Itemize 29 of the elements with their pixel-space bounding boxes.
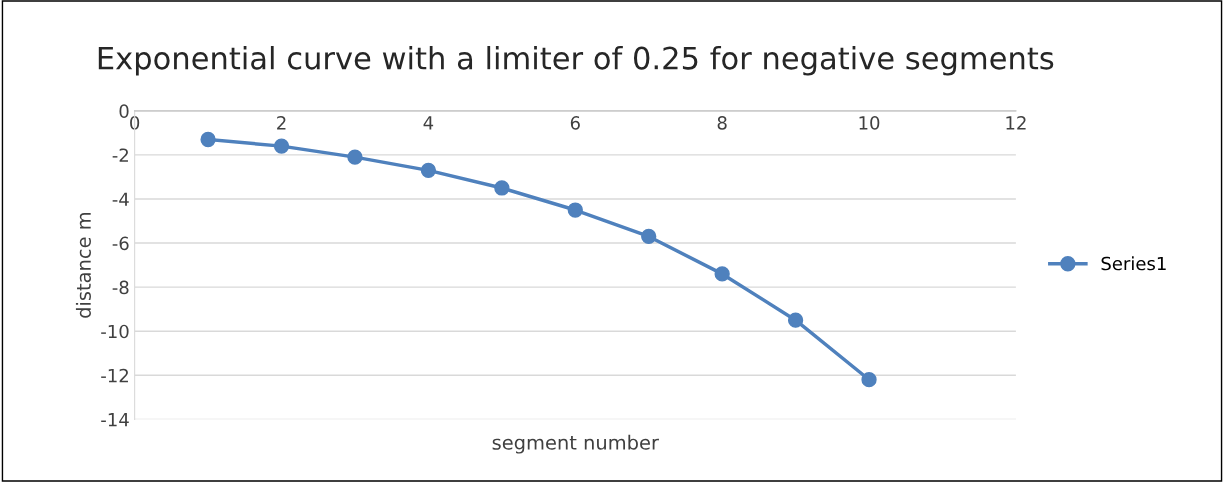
y-tick-label: -4 [112,192,129,206]
y-axis-title: distance m [75,212,91,318]
point [567,202,583,218]
point [861,372,877,388]
y-tick-label: -14 [101,413,129,427]
y-tick-label: -10 [101,324,129,339]
y-tick-label: -8 [112,280,129,295]
point [714,266,730,282]
point [347,149,363,165]
point [420,162,437,178]
point [200,131,216,148]
point [641,228,657,245]
y-tick-label: 0 [119,104,129,118]
point [273,138,290,154]
y-tick-label: -6 [112,236,129,251]
point [494,180,510,196]
chart-title: Exponential curve with a limiter of 0.25 for negative segments [98,45,1054,76]
x-tick-label: 0 [130,116,140,130]
x-tick-label: 12 [1006,116,1026,130]
y-tick-label: -12 [101,368,128,383]
x-tick-label: 8 [717,116,727,130]
point [787,312,804,328]
x-tick-label: 6 [570,116,580,130]
x-tick-label: 4 [423,116,434,130]
x-tick-label: 2 [277,116,286,130]
legend-label: Series1 [1101,256,1166,271]
x-axis-title: segment number [492,434,659,454]
x-tick-label: 10 [859,116,880,130]
y-tick-label: -2 [112,148,128,162]
